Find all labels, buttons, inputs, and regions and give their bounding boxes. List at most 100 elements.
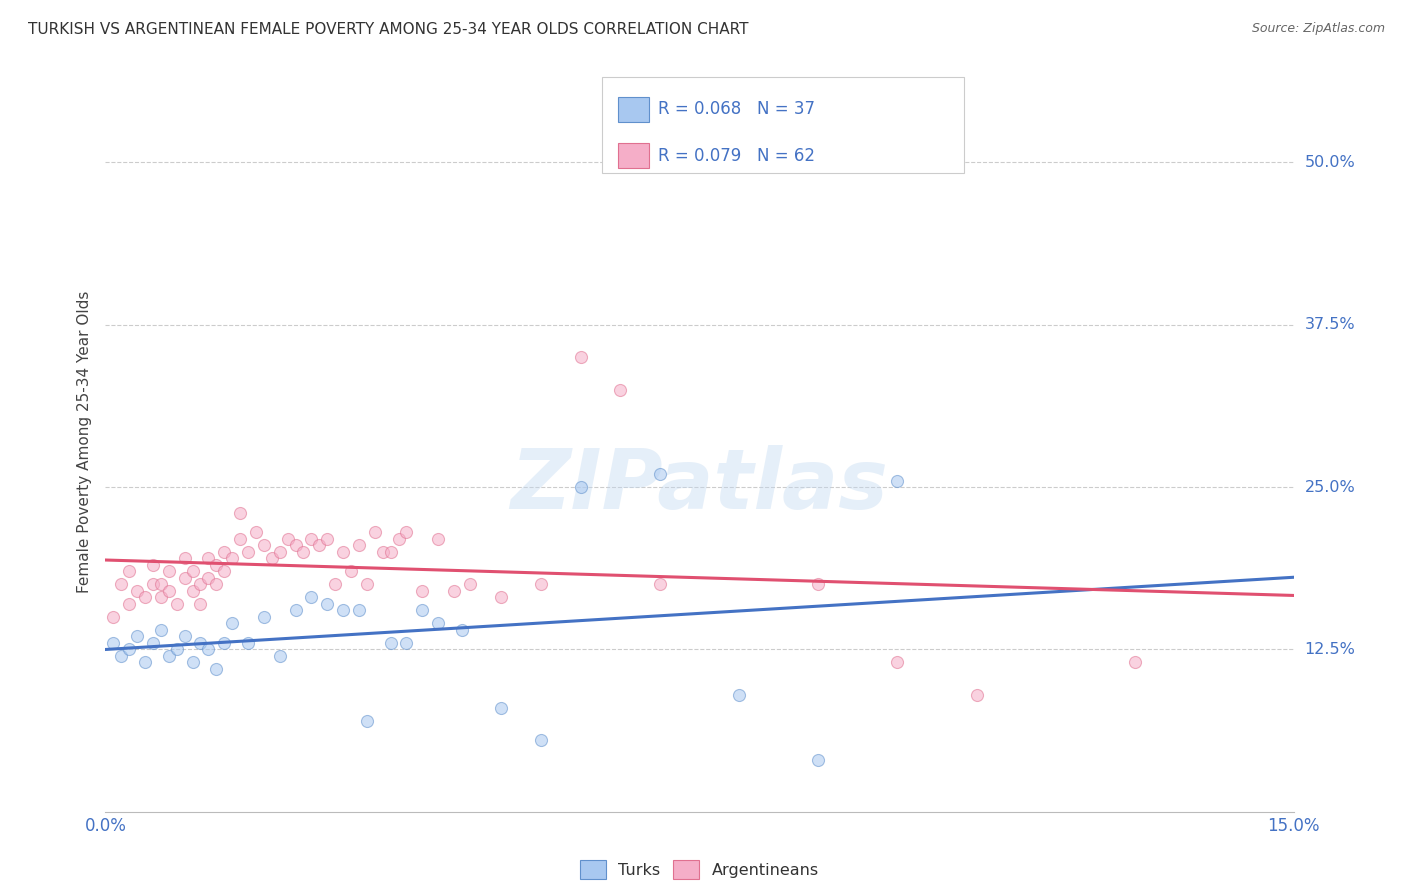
Point (380, 636, 402, 650)
Point (214, 565, 236, 579)
Legend: Turks, Argentineans: Turks, Argentineans (574, 854, 825, 885)
Point (236, 636, 259, 650)
Point (299, 532, 322, 546)
Point (190, 597, 212, 611)
Point (127, 629, 149, 643)
Point (236, 545, 259, 559)
Point (142, 577, 165, 591)
Point (149, 623, 172, 637)
Point (491, 591, 513, 605)
Point (118, 565, 141, 579)
Point (173, 551, 195, 566)
Point (886, 656, 908, 670)
Point (395, 636, 418, 650)
Point (197, 571, 219, 585)
Point (103, 610, 125, 624)
Point (197, 551, 219, 566)
Point (181, 565, 204, 579)
Point (458, 577, 481, 591)
Text: ZIPatlas: ZIPatlas (510, 445, 889, 526)
Point (118, 642, 141, 657)
Point (387, 532, 409, 546)
Point (340, 565, 363, 579)
Point (648, 467, 671, 481)
Point (316, 532, 339, 546)
Point (269, 545, 291, 559)
Point (530, 733, 553, 747)
Point (253, 538, 276, 552)
Point (103, 636, 125, 650)
Point (347, 538, 370, 552)
Point (166, 642, 188, 657)
Point (332, 603, 354, 617)
Point (323, 577, 346, 591)
Point (173, 629, 195, 643)
Text: 12.5%: 12.5% (1305, 642, 1355, 657)
Point (491, 701, 513, 715)
Point (214, 545, 236, 559)
Point (205, 577, 228, 591)
Text: TURKISH VS ARGENTINEAN FEMALE POVERTY AMONG 25-34 YEAR OLDS CORRELATION CHART: TURKISH VS ARGENTINEAN FEMALE POVERTY AM… (28, 22, 748, 37)
Point (181, 583, 204, 598)
Point (269, 648, 291, 663)
Point (292, 545, 315, 559)
Point (427, 616, 450, 631)
Point (284, 603, 307, 617)
Point (347, 603, 370, 617)
Point (299, 591, 322, 605)
Point (253, 610, 276, 624)
Point (807, 753, 830, 767)
Point (205, 558, 228, 572)
Text: R = 0.079   N = 62: R = 0.079 N = 62 (658, 146, 815, 165)
Point (221, 551, 243, 566)
Point (1123, 656, 1146, 670)
Point (356, 577, 378, 591)
Y-axis label: Female Poverty Among 25-34 Year Olds: Female Poverty Among 25-34 Year Olds (76, 291, 91, 592)
Point (229, 532, 252, 546)
Point (332, 545, 354, 559)
Point (443, 583, 465, 598)
Point (190, 577, 212, 591)
Point (569, 480, 592, 494)
Point (569, 350, 592, 364)
Text: 50.0%: 50.0% (1305, 155, 1355, 169)
Point (181, 656, 204, 670)
Point (530, 577, 553, 591)
Text: 25.0%: 25.0% (1305, 480, 1355, 494)
Point (197, 642, 219, 657)
Point (149, 591, 172, 605)
Point (356, 714, 378, 728)
Point (284, 538, 307, 552)
Point (127, 583, 149, 598)
Point (205, 662, 228, 676)
Point (648, 577, 671, 591)
Point (728, 688, 751, 702)
Point (166, 597, 188, 611)
Point (110, 648, 132, 663)
Point (395, 525, 418, 540)
Point (807, 577, 830, 591)
Point (190, 636, 212, 650)
Point (380, 545, 402, 559)
Point (149, 577, 172, 591)
Point (110, 577, 132, 591)
Text: R = 0.068   N = 37: R = 0.068 N = 37 (658, 100, 815, 119)
Point (173, 571, 195, 585)
Point (142, 558, 165, 572)
Point (308, 538, 330, 552)
Point (157, 648, 180, 663)
Point (364, 525, 387, 540)
Point (134, 656, 156, 670)
Point (411, 603, 433, 617)
Point (609, 383, 631, 397)
Point (229, 506, 252, 520)
Point (221, 616, 243, 631)
Point (411, 583, 433, 598)
Point (277, 532, 299, 546)
Point (214, 636, 236, 650)
Point (371, 545, 394, 559)
Text: 37.5%: 37.5% (1305, 318, 1355, 332)
Point (316, 597, 339, 611)
Point (886, 474, 908, 488)
Point (142, 636, 165, 650)
